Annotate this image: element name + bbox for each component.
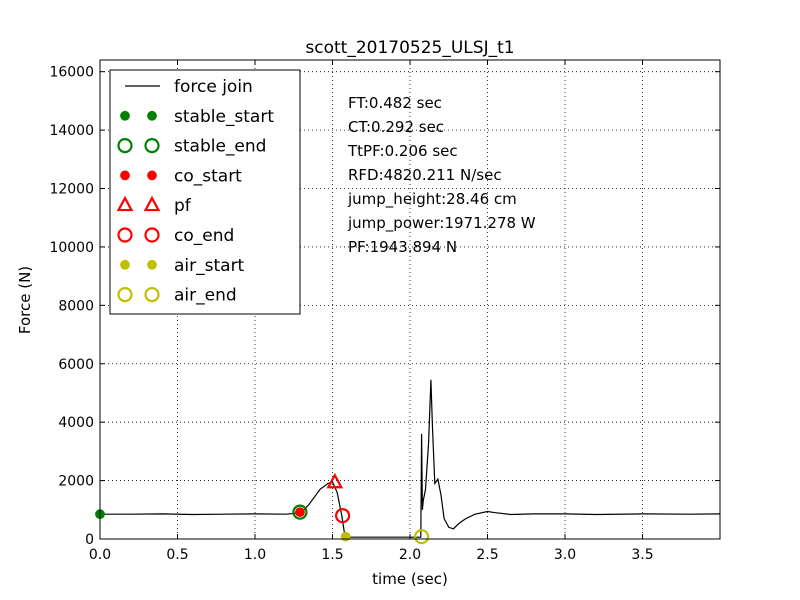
annotation-line: FT:0.482 sec bbox=[348, 94, 442, 112]
y-tick-label: 6000 bbox=[58, 357, 94, 373]
x-tick-label: 0.5 bbox=[166, 547, 188, 563]
x-tick-label: 2.5 bbox=[476, 547, 498, 563]
legend-swatch-marker bbox=[147, 259, 157, 270]
x-axis-label: time (sec) bbox=[372, 570, 448, 588]
legend-swatch-marker bbox=[143, 195, 161, 212]
legend-label: pf bbox=[174, 196, 192, 216]
annotation-line: jump_power:1971.278 W bbox=[347, 214, 536, 233]
annotation-line: PF:1943.894 N bbox=[348, 238, 457, 256]
legend-swatch-marker bbox=[144, 227, 160, 243]
legend-label: co_end bbox=[174, 226, 234, 246]
marker-co-end bbox=[334, 508, 351, 524]
legend-box bbox=[109, 69, 301, 315]
y-tick-label: 0 bbox=[85, 532, 94, 548]
legend-swatch-marker bbox=[120, 259, 130, 270]
grid bbox=[100, 60, 720, 539]
legend-label: stable_end bbox=[174, 137, 266, 157]
y-tick-label: 8000 bbox=[58, 298, 94, 314]
legend-swatch-marker bbox=[144, 138, 160, 154]
annotation-line: jump_height:28.46 cm bbox=[347, 190, 517, 209]
legend-swatch-marker bbox=[147, 170, 157, 181]
x-tick-label: 3.0 bbox=[554, 547, 576, 563]
legend-swatch-marker bbox=[117, 227, 133, 243]
y-tick-label: 14000 bbox=[49, 123, 94, 139]
annotation-line: RFD:4820.211 N/sec bbox=[348, 166, 502, 184]
legend-label: stable_start bbox=[174, 107, 274, 127]
annotation-line: CT:0.292 sec bbox=[348, 118, 444, 136]
x-tick-label: 2.0 bbox=[399, 547, 421, 563]
x-tick-label: 1.5 bbox=[321, 547, 343, 563]
legend-swatch-marker bbox=[147, 110, 157, 121]
legend-swatch-marker bbox=[144, 287, 160, 303]
x-tick-label: 3.5 bbox=[631, 547, 653, 563]
legend-label: co_start bbox=[174, 166, 242, 186]
legend-swatch-marker bbox=[120, 110, 130, 121]
x-tick-label: 1.0 bbox=[244, 547, 266, 563]
legend-swatch-marker bbox=[117, 138, 133, 154]
chart-title: scott_20170525_ULSJ_t1 bbox=[305, 38, 514, 58]
y-tick-label: 16000 bbox=[49, 65, 94, 81]
y-tick-label: 4000 bbox=[58, 415, 94, 431]
legend-label: force join bbox=[174, 77, 253, 97]
y-tick-label: 2000 bbox=[58, 474, 94, 490]
marker-pf bbox=[326, 472, 344, 489]
legend-swatch-marker bbox=[117, 287, 133, 303]
legend-label: air_start bbox=[174, 256, 245, 276]
legend-swatch-marker bbox=[116, 195, 134, 212]
annotation-line: TtPF:0.206 sec bbox=[347, 142, 458, 160]
legend: force join stable_start stable_end co_start… bbox=[109, 69, 301, 315]
y-tick-label: 12000 bbox=[49, 182, 94, 198]
x-tick-label: 0.0 bbox=[89, 547, 111, 563]
ticks-layer: 0.0 0.5 1.0 1.5 2.0 2.5 3.0 3.5 0 2000 4000 6000 800… bbox=[49, 60, 720, 563]
y-axis-label: Force (N) bbox=[16, 266, 34, 334]
legend-label: air_end bbox=[174, 286, 237, 306]
annotations: FT:0.482 sec CT:0.292 sec TtPF:0.206 sec RF… bbox=[347, 94, 536, 256]
marker-air-end bbox=[414, 529, 430, 545]
marker-co-start bbox=[295, 507, 305, 518]
y-tick-label: 10000 bbox=[49, 240, 94, 256]
marker-air-start bbox=[340, 531, 351, 542]
marker-stable-end bbox=[292, 504, 308, 520]
legend-swatch-marker bbox=[120, 170, 130, 181]
